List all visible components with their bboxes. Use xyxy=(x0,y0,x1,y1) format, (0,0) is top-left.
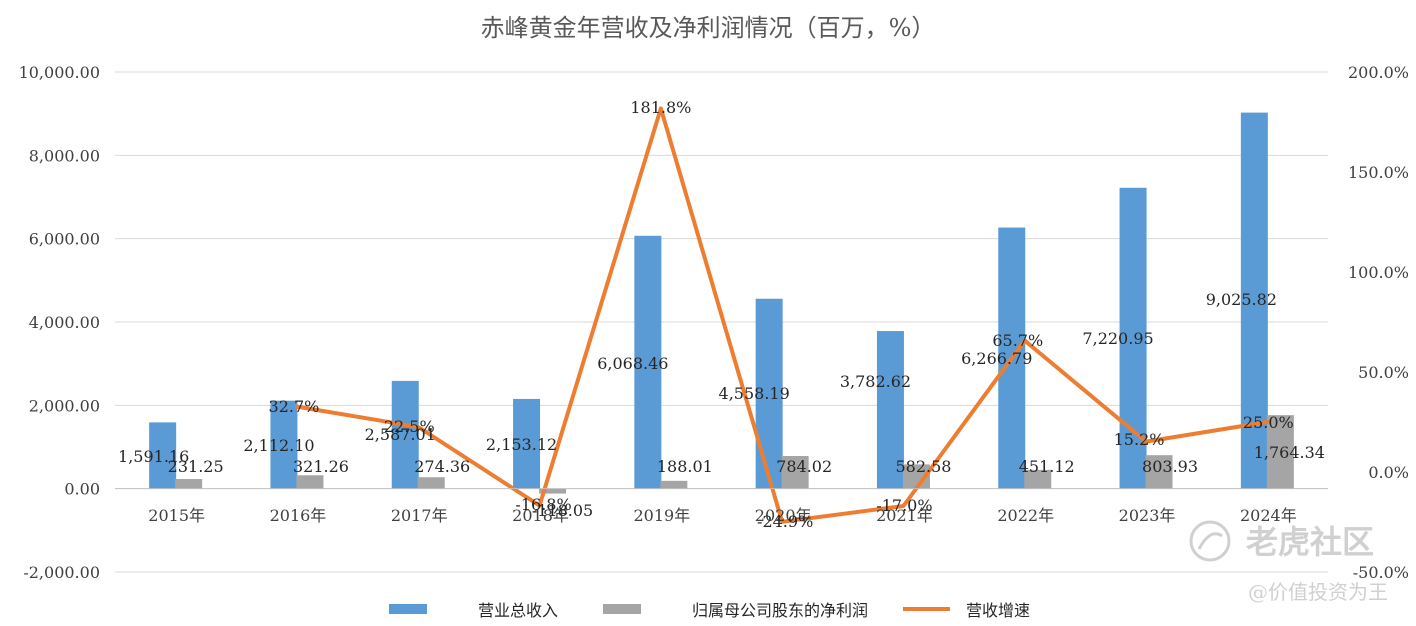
bar-net-profit xyxy=(1145,455,1173,489)
x-tick-label: 2019年 xyxy=(633,506,690,525)
data-label-revenue: 6,266.79 xyxy=(961,349,1032,368)
line-growth xyxy=(294,106,1270,524)
data-label-growth: 25.0% xyxy=(1243,413,1294,432)
bar-net-profit xyxy=(539,488,567,494)
data-label-growth: -24.9% xyxy=(757,512,813,531)
data-label-revenue: 4,558.19 xyxy=(719,384,790,403)
x-tick-label: 2024年 xyxy=(1240,506,1297,525)
data-label-net-profit: 231.25 xyxy=(168,457,224,476)
y-right-tick-label: 50.0% xyxy=(1358,363,1409,382)
bar-net-profit xyxy=(1266,415,1294,489)
bar-net-profit xyxy=(660,480,688,489)
data-label-revenue: 1,591.16 xyxy=(118,447,189,466)
y-left-tick-label: 10,000.00 xyxy=(19,63,100,82)
bar-net-profit xyxy=(781,455,809,489)
bar-revenue xyxy=(149,422,177,489)
bar-net-profit xyxy=(1024,469,1052,489)
data-label-revenue: 9,025.82 xyxy=(1206,290,1277,309)
data-label-net-profit: 803.93 xyxy=(1142,457,1198,476)
x-tick-label: 2017年 xyxy=(391,506,448,525)
legend-label-revenue: 营业总收入 xyxy=(478,601,558,620)
bar-revenue xyxy=(876,331,904,489)
data-label-growth: -16.8% xyxy=(515,495,571,514)
x-tick-label: 2022年 xyxy=(997,506,1054,525)
x-tick-label: 2016年 xyxy=(270,506,327,525)
chart-title: 赤峰黄金年营收及净利润情况（百万，%） xyxy=(481,14,936,42)
data-label-revenue: 7,220.95 xyxy=(1082,329,1153,348)
y-left-tick-label: 0.00 xyxy=(64,480,100,499)
y-right-tick-label: 0.0% xyxy=(1368,463,1409,482)
growth-line xyxy=(294,106,1270,524)
data-label-revenue: 2,112.10 xyxy=(243,436,314,455)
bars xyxy=(149,112,1294,494)
watermark-handle: @价值投资为王 xyxy=(1248,580,1388,604)
data-label-revenue: 3,782.62 xyxy=(840,372,911,391)
data-label-growth: 181.8% xyxy=(630,98,691,117)
data-label-growth: 22.5% xyxy=(384,417,435,436)
y-left-tick-label: -2,000.00 xyxy=(23,563,100,582)
data-label-net-profit: 784.02 xyxy=(776,457,832,476)
data-label-growth: 65.7% xyxy=(992,331,1043,350)
legend-swatch-revenue xyxy=(389,604,427,614)
y-left-tick-label: 6,000.00 xyxy=(29,230,100,249)
y-left-tick-label: 8,000.00 xyxy=(29,146,100,165)
data-label-net-profit: 1,764.34 xyxy=(1254,443,1325,462)
bar-revenue xyxy=(634,235,662,489)
y-right-tick-label: 150.0% xyxy=(1348,163,1409,182)
data-label-net-profit: 582.58 xyxy=(895,457,951,476)
data-label-net-profit: 188.01 xyxy=(657,457,713,476)
data-label-growth: -17.0% xyxy=(876,496,932,515)
bar-net-profit xyxy=(175,479,203,489)
bar-net-profit xyxy=(417,477,445,489)
x-tick-label: 2018年 xyxy=(512,506,569,525)
bar-net-profit xyxy=(296,475,324,489)
x-tick-label: 2023年 xyxy=(1119,506,1176,525)
data-label-net-profit: 274.36 xyxy=(414,457,470,476)
watermark: 老虎社区 @价值投资为王 xyxy=(1189,520,1388,604)
tiger-logo-icon xyxy=(1189,520,1231,562)
legend: 营业总收入 归属母公司股东的净利润 营收增速 xyxy=(389,601,1030,620)
bar-revenue xyxy=(270,400,298,489)
legend-label-net-profit: 归属母公司股东的净利润 xyxy=(692,601,868,620)
data-label-revenue: 2,153.12 xyxy=(486,435,557,454)
legend-swatch-net-profit xyxy=(603,604,641,614)
bar-revenue xyxy=(755,298,783,489)
data-label-net-profit: 451.12 xyxy=(1019,457,1075,476)
tiger-logo-stroke xyxy=(1197,532,1223,550)
data-label-net-profit: 321.26 xyxy=(293,457,349,476)
y-left-tick-label: 4,000.00 xyxy=(29,313,100,332)
y-right-tick-label: -50.0% xyxy=(1353,563,1409,582)
x-tick-label: 2020年 xyxy=(755,506,812,525)
legend-label-growth: 营收增速 xyxy=(966,601,1030,620)
axes: -2,000.00 0.00 2,000.00 4,000.00 6,000.00 8,0… xyxy=(19,63,1409,582)
data-label-growth: 32.7% xyxy=(269,397,320,416)
watermark-brand: 老虎社区 xyxy=(1246,523,1374,561)
tiger-logo-ring xyxy=(1189,520,1231,562)
data-label-growth: 15.2% xyxy=(1114,430,1165,449)
y-right-tick-label: 200.0% xyxy=(1348,63,1409,82)
data-label-revenue: 6,068.46 xyxy=(597,354,668,373)
data-label-net-profit: -118.05 xyxy=(532,501,593,520)
y-left-tick-label: 2,000.00 xyxy=(29,396,100,415)
data-label-revenue: 2,587.01 xyxy=(365,425,436,444)
bar-revenue xyxy=(391,380,419,489)
bar-revenue xyxy=(513,398,541,489)
x-tick-label: 2021年 xyxy=(876,506,933,525)
y-right-tick-label: 100.0% xyxy=(1348,263,1409,282)
x-tick-label: 2015年 xyxy=(148,506,205,525)
data-labels: 1,591.16 2,112.10 2,587.01 2,153.12 6,068.46… xyxy=(118,98,1325,531)
